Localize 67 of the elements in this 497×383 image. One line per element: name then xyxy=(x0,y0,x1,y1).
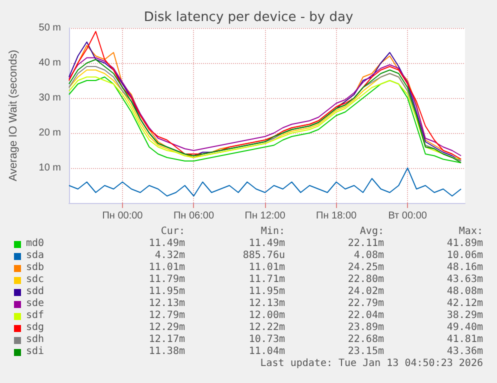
legend-label: sdh xyxy=(26,334,44,346)
text: 22.11m xyxy=(348,238,384,250)
text: 11.71m xyxy=(248,274,285,286)
text: 24.02m xyxy=(348,286,384,298)
x-tick-label: Вт 00:00 xyxy=(388,210,428,222)
text: 22.68m xyxy=(348,334,384,346)
y-axis-title: Average IO Wait (seconds) xyxy=(8,50,20,182)
text: Avg: xyxy=(360,226,384,238)
legend-label: md0 xyxy=(26,238,44,250)
text: 23.89m xyxy=(348,322,384,334)
x-tick-label: Пн 12:00 xyxy=(244,210,286,222)
text: 11.49m xyxy=(148,238,185,250)
text: 12.13m xyxy=(248,298,285,310)
text: 12.00m xyxy=(248,310,285,322)
legend-label: sda xyxy=(26,250,44,262)
text: 11.95m xyxy=(148,286,185,298)
text: Last update: Tue Jan 13 04:50:23 2026 xyxy=(260,358,483,370)
text: 22.04m xyxy=(348,310,384,322)
x-tick-label: Пн 18:00 xyxy=(316,210,357,222)
text: 23.15m xyxy=(348,346,384,358)
text: 42.12m xyxy=(446,298,483,310)
text: 11.49m xyxy=(248,238,285,250)
text: 12.17m xyxy=(148,334,185,346)
text: Min: xyxy=(260,226,285,238)
text: 4.32m xyxy=(154,250,185,262)
text: 41.89m xyxy=(446,238,483,250)
y-tick-label: 20 m xyxy=(38,128,61,138)
legend-label: sdb xyxy=(26,262,44,274)
text: Cur: xyxy=(160,226,185,238)
text: 22.79m xyxy=(348,298,384,310)
text: 11.04m xyxy=(248,346,285,358)
y-tick-label: 50 m xyxy=(38,22,61,34)
text: 12.79m xyxy=(148,310,185,322)
x-tick-label: Пн 00:00 xyxy=(102,210,144,222)
legend-label: sdc xyxy=(26,274,44,286)
legend-label: sde xyxy=(26,298,44,310)
text: 38.29m xyxy=(446,310,483,322)
text: 10.06m xyxy=(446,250,483,262)
text: 43.36m xyxy=(446,346,483,358)
y-tick-label: 40 m xyxy=(38,58,61,68)
text: 12.13m xyxy=(148,298,185,310)
y-tick-label: 10 m xyxy=(38,162,61,174)
text: 48.16m xyxy=(446,262,483,274)
legend-label: sdf xyxy=(26,310,44,322)
legend-label: sdd xyxy=(26,286,44,298)
text: 48.08m xyxy=(446,286,483,298)
chart-title: Disk latency per device - by day xyxy=(144,10,354,25)
text: 11.01m xyxy=(148,262,185,274)
text: 11.79m xyxy=(148,274,185,286)
text: Max: xyxy=(458,226,483,238)
text: 11.01m xyxy=(248,262,285,274)
text: 10.73m xyxy=(248,334,285,346)
text: 12.29m xyxy=(148,322,185,334)
text: 11.38m xyxy=(148,346,185,358)
text: 4.08m xyxy=(354,250,384,262)
text: 49.40m xyxy=(446,322,483,334)
text: 885.76u xyxy=(242,250,285,262)
text: 24.25m xyxy=(348,262,384,274)
legend-label: sdi xyxy=(26,346,44,358)
text: 22.80m xyxy=(348,274,384,286)
text: 41.81m xyxy=(446,334,483,346)
y-tick-label: 30 m xyxy=(38,92,61,104)
text: 43.63m xyxy=(446,274,483,286)
text: 12.22m xyxy=(248,322,285,334)
text: 11.95m xyxy=(248,286,285,298)
legend-label: sdg xyxy=(26,322,44,334)
x-tick-label: Пн 06:00 xyxy=(173,210,214,222)
